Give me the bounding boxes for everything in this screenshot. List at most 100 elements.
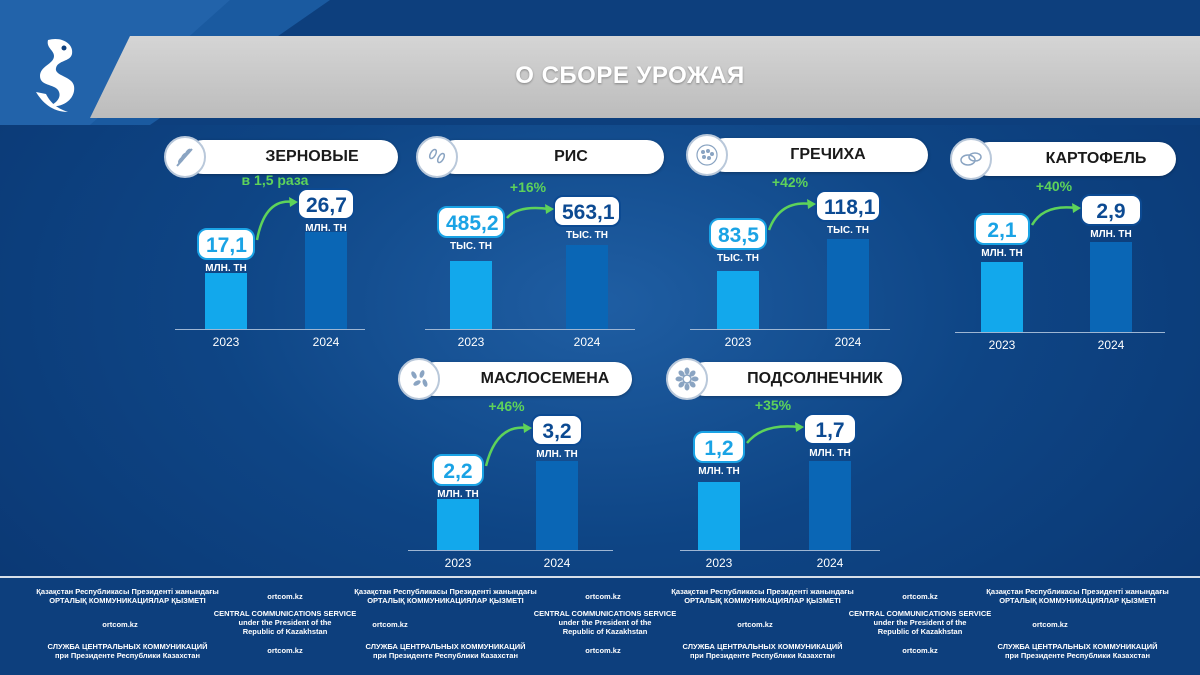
value-label-2023: 1,2 bbox=[693, 431, 745, 463]
footer-ru-text: СЛУЖБА ЦЕНТРАЛЬНЫХ КОММУНИКАЦИЙ при През… bbox=[47, 642, 208, 660]
header-maslosemena: МАСЛОСЕМЕНА bbox=[418, 362, 632, 396]
footer-site[interactable]: ortcom.kz bbox=[102, 620, 138, 629]
footer-site[interactable]: ortcom.kz bbox=[902, 592, 938, 601]
footer-site[interactable]: ortcom.kz bbox=[267, 592, 303, 601]
value-label-2023: 2,1 bbox=[974, 213, 1030, 245]
snow-leopard-logo bbox=[36, 38, 75, 112]
unit-label: МЛН. ТН bbox=[536, 449, 578, 460]
footer-site[interactable]: ortcom.kz bbox=[1032, 620, 1068, 629]
growth-label: +42% bbox=[771, 174, 809, 190]
value-label-2024: 118,1 bbox=[815, 190, 881, 222]
footer-ru-text: СЛУЖБА ЦЕНТРАЛЬНЫХ КОММУНИКАЦИЙ при През… bbox=[365, 642, 526, 660]
year-label: 2023 bbox=[724, 335, 752, 349]
header-ris: РИС bbox=[438, 140, 664, 174]
bar-2023 bbox=[450, 261, 492, 329]
footer-site[interactable]: ortcom.kz bbox=[372, 620, 408, 629]
growth-label: +16% bbox=[509, 179, 547, 195]
unit-label: МЛН. ТН bbox=[205, 263, 247, 274]
value-label-2024: 2,9 bbox=[1080, 194, 1142, 226]
axis-baseline bbox=[408, 550, 613, 551]
seeds-icon bbox=[398, 358, 440, 400]
header-label: КАРТОФЕЛЬ bbox=[1045, 150, 1147, 167]
growth-arrow bbox=[746, 422, 804, 444]
unit-label: ТЫС. ТН bbox=[565, 230, 608, 241]
potato-icon bbox=[950, 138, 992, 180]
year-label: 2024 bbox=[816, 556, 844, 570]
axis-baseline bbox=[680, 550, 880, 551]
header-label: ЗЕРНОВЫЕ bbox=[265, 148, 359, 165]
footer-kz-text: Қазақстан Республикасы Президенті жанынд… bbox=[36, 587, 219, 605]
bar-2024 bbox=[827, 239, 869, 329]
growth-label: в 1,5 раза bbox=[241, 172, 309, 188]
footer-divider bbox=[0, 576, 1200, 578]
value-label-2023: 485,2 bbox=[437, 206, 505, 238]
value-label-2024: 1,7 bbox=[803, 413, 857, 445]
header-podsolnechnik: ПОДСОЛНЕЧНИК bbox=[688, 362, 902, 396]
footer: Қазақстан Республикасы Президенті жанынд… bbox=[0, 578, 1200, 675]
page-title: О СБОРЕ УРОЖАЯ bbox=[515, 62, 745, 89]
bar-2023 bbox=[698, 482, 740, 550]
year-label: 2024 bbox=[834, 335, 862, 349]
footer-kz-text: Қазақстан Республикасы Президенті жанынд… bbox=[986, 587, 1169, 605]
footer-en-text: CENTRAL COMMUNICATIONS SERVICE under the… bbox=[848, 609, 992, 636]
footer-site[interactable]: ortcom.kz bbox=[585, 592, 621, 601]
header-label: ГРЕЧИХА bbox=[790, 146, 866, 163]
value-label-2024: 26,7 bbox=[297, 188, 355, 220]
year-label: 2023 bbox=[212, 335, 240, 349]
unit-label: МЛН. ТН bbox=[698, 466, 740, 477]
unit-label: МЛН. ТН bbox=[809, 448, 851, 459]
header-label: ПОДСОЛНЕЧНИК bbox=[747, 370, 883, 387]
footer-ru-text: СЛУЖБА ЦЕНТРАЛЬНЫХ КОММУНИКАЦИЙ при През… bbox=[997, 642, 1158, 660]
footer-site[interactable]: ortcom.kz bbox=[902, 646, 938, 655]
growth-arrow bbox=[506, 204, 554, 219]
value-label-2023: 83,5 bbox=[709, 218, 767, 250]
footer-ru-text: СЛУЖБА ЦЕНТРАЛЬНЫХ КОММУНИКАЦИЙ при През… bbox=[682, 642, 843, 660]
header-label: РИС bbox=[554, 148, 588, 165]
footer-site[interactable]: ortcom.kz bbox=[585, 646, 621, 655]
bar-2023 bbox=[437, 499, 479, 550]
title-banner bbox=[90, 36, 1200, 118]
header-grechikha: ГРЕЧИХА bbox=[708, 138, 928, 172]
bar-2024 bbox=[1090, 242, 1132, 332]
unit-label: МЛН. ТН bbox=[981, 248, 1023, 259]
value-label-2024: 3,2 bbox=[531, 414, 583, 446]
year-label: 2023 bbox=[457, 335, 485, 349]
footer-en-text: CENTRAL COMMUNICATIONS SERVICE under the… bbox=[213, 609, 357, 636]
growth-label: +35% bbox=[754, 397, 792, 413]
wheat-icon bbox=[164, 136, 206, 178]
footer-en-text: CENTRAL COMMUNICATIONS SERVICE under the… bbox=[533, 609, 677, 636]
growth-arrow bbox=[1030, 203, 1081, 226]
growth-label: +40% bbox=[1035, 178, 1073, 194]
value-label-2023: 17,1 bbox=[197, 228, 255, 260]
sunflower-icon bbox=[666, 358, 708, 400]
axis-baseline bbox=[175, 329, 365, 330]
unit-label: МЛН. ТН bbox=[305, 223, 347, 234]
unit-label: ТЫС. ТН bbox=[449, 241, 492, 252]
year-label: 2024 bbox=[312, 335, 340, 349]
unit-label: ТЫС. ТН bbox=[826, 225, 869, 236]
growth-arrow bbox=[255, 197, 298, 241]
bar-2023 bbox=[717, 271, 759, 329]
buckwheat-icon bbox=[686, 134, 728, 176]
growth-label: +46% bbox=[488, 398, 525, 414]
value-label-2023: 2,2 bbox=[432, 454, 484, 486]
bar-2024 bbox=[566, 245, 608, 329]
axis-baseline bbox=[425, 329, 635, 330]
year-label: 2024 bbox=[573, 335, 601, 349]
header-label: МАСЛОСЕМЕНА bbox=[480, 370, 610, 387]
footer-site[interactable]: ortcom.kz bbox=[267, 646, 303, 655]
bar-2023 bbox=[981, 262, 1023, 332]
year-label: 2023 bbox=[705, 556, 733, 570]
growth-arrow bbox=[484, 423, 532, 467]
unit-label: МЛН. ТН bbox=[1090, 229, 1132, 240]
footer-site[interactable]: ortcom.kz bbox=[737, 620, 773, 629]
header-kartofel: КАРТОФЕЛЬ bbox=[972, 142, 1176, 176]
bar-2024 bbox=[305, 232, 347, 329]
bar-2023 bbox=[205, 273, 247, 329]
year-label: 2023 bbox=[988, 338, 1016, 352]
footer-kz-text: Қазақстан Республикасы Президенті жанынд… bbox=[671, 587, 854, 605]
axis-baseline bbox=[690, 329, 890, 330]
value-label-2024: 563,1 bbox=[553, 195, 621, 227]
footer-kz-text: Қазақстан Республикасы Президенті жанынд… bbox=[354, 587, 537, 605]
rice-icon bbox=[416, 136, 458, 178]
